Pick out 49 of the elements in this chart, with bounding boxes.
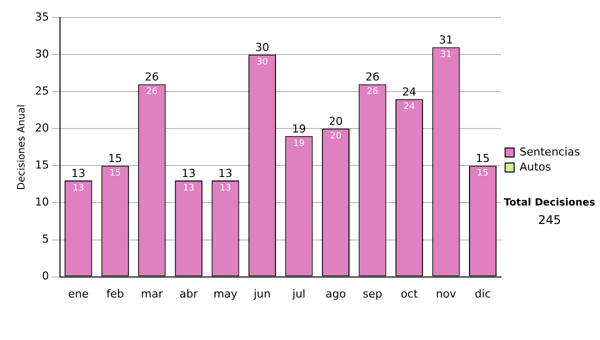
y-tick-label: 10 <box>34 196 49 209</box>
x-tick-label: jul <box>291 287 306 300</box>
x-tick-label: feb <box>106 287 124 300</box>
data-label: 24 <box>404 102 416 112</box>
y-tick-label: 0 <box>42 270 49 283</box>
legend-label: Autos <box>520 160 552 174</box>
x-tick-label: ene <box>68 287 89 300</box>
data-label: 31 <box>440 50 452 60</box>
total-label: 26 <box>144 70 159 84</box>
x-tick-label: nov <box>436 287 457 300</box>
data-label: 20 <box>330 132 342 142</box>
total-label: 13 <box>182 166 196 180</box>
x-tick-label: ago <box>325 287 346 300</box>
y-tick-label: 35 <box>34 10 49 24</box>
data-label: 26 <box>146 87 158 98</box>
x-tick-label: sep <box>362 287 382 300</box>
x-tick-label: abr <box>180 287 198 300</box>
data-label: 19 <box>293 138 305 149</box>
data-label: 26 <box>366 87 378 98</box>
data-label: 15 <box>109 168 121 179</box>
y-tick-label: 5 <box>42 232 49 246</box>
total-label: 31 <box>439 34 454 47</box>
x-tick-label: mar <box>140 287 164 300</box>
y-tick-label: 20 <box>34 122 49 135</box>
total-label: 20 <box>328 115 343 128</box>
data-label: 13 <box>72 183 84 194</box>
total-label: 15 <box>476 152 490 166</box>
y-tick-label: 30 <box>34 47 49 60</box>
y-tick-label: 15 <box>34 158 49 172</box>
text: 245 <box>538 213 562 228</box>
x-tick-label: dic <box>474 287 491 300</box>
text: Total Decisiones <box>504 198 596 209</box>
x-tick-label: jun <box>252 287 271 300</box>
total-label: 30 <box>255 40 270 54</box>
y-axis-title: Decisiones Anual <box>16 104 28 190</box>
y-tick-label: 25 <box>34 84 49 98</box>
legend-label: Sentencias <box>520 145 580 158</box>
x-tick-label: may <box>213 287 238 300</box>
total-label: 13 <box>218 166 232 180</box>
data-label: 13 <box>182 183 194 194</box>
total-label: 26 <box>365 70 380 84</box>
x-tick-label: oct <box>400 287 418 300</box>
total-label: 24 <box>402 85 416 98</box>
data-label: 30 <box>256 57 268 68</box>
total-label: 19 <box>292 122 306 136</box>
data-label: 13 <box>220 183 232 194</box>
data-label: 15 <box>477 168 488 179</box>
total-label: 13 <box>71 166 86 180</box>
total-label: 15 <box>108 152 122 166</box>
